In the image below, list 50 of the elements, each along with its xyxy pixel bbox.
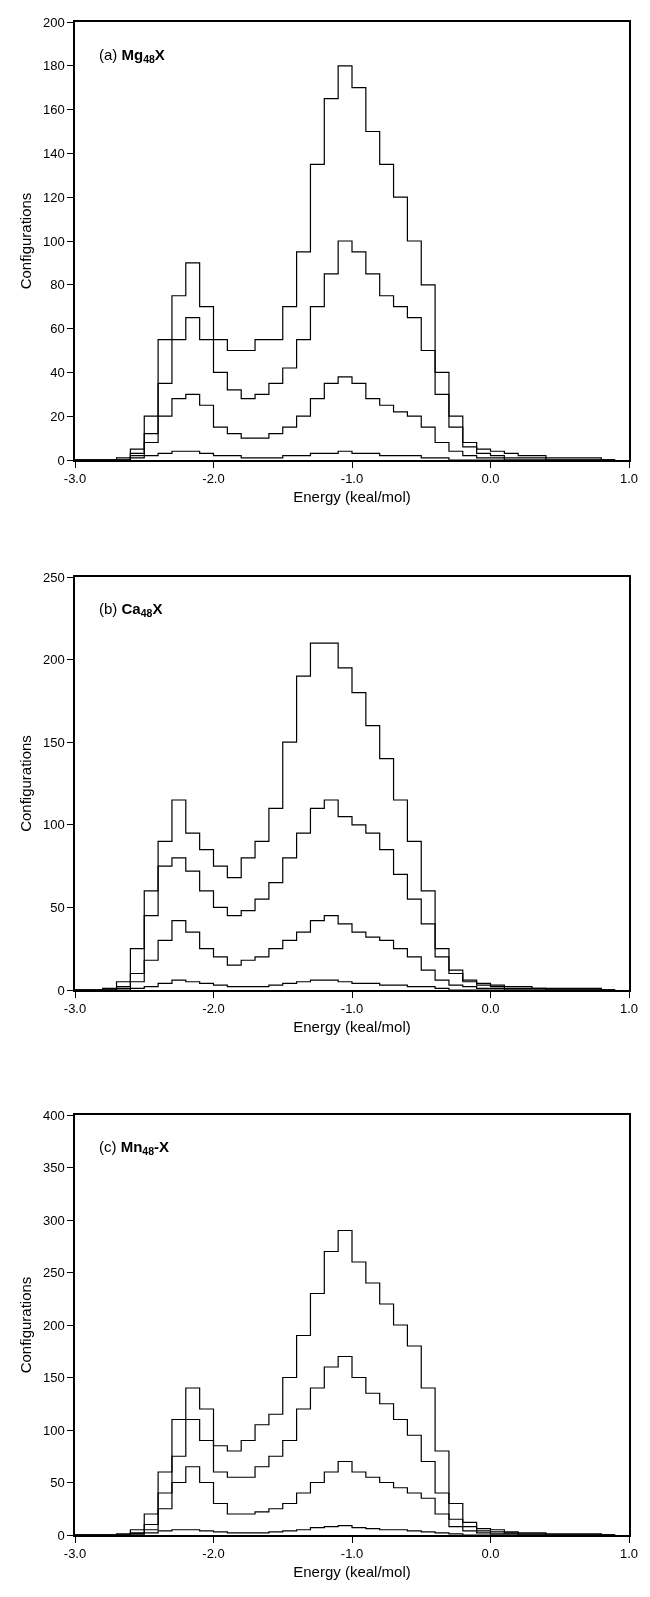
x-axis-title: Energy (keal/mol) <box>293 1562 411 1580</box>
x-tick-label: -2.0 <box>202 1546 225 1562</box>
y-tick-label: 100 <box>42 233 65 249</box>
y-tick-label: 60 <box>50 321 65 337</box>
y-tick-label: 20 <box>50 408 65 424</box>
x-tick-label: -1.0 <box>340 1001 364 1017</box>
text: (c) Mn$_{48}$-X <box>99 1138 170 1158</box>
y-tick-label: 140 <box>42 145 65 161</box>
y-tick-label: 0 <box>57 1527 65 1543</box>
x-tick-label: -2.0 <box>202 471 225 487</box>
y-tick-label: 80 <box>50 277 65 293</box>
x-tick-label: -1.0 <box>340 471 364 487</box>
y-tick-label: 350 <box>42 1160 65 1176</box>
x-tick-label: 1.0 <box>619 471 639 487</box>
x-axis-title: Energy (keal/mol) <box>293 1017 411 1035</box>
y-tick-label: 300 <box>42 1212 65 1228</box>
y-tick-label: 200 <box>42 1317 65 1333</box>
text: (b) Ca$_{48}$X <box>99 600 163 620</box>
x-tick-label: 1.0 <box>619 1546 639 1562</box>
x-tick-label: -3.0 <box>63 471 87 487</box>
y-tick-label: 250 <box>42 1265 65 1281</box>
x-tick-label: 0.0 <box>481 471 500 487</box>
y-tick-label: 50 <box>50 1475 65 1491</box>
y-tick-label: 200 <box>42 652 65 668</box>
y-tick-label: 200 <box>42 14 65 30</box>
x-tick-label: 0.0 <box>481 1546 500 1562</box>
x-tick-label: -3.0 <box>63 1546 87 1562</box>
x-tick-label: -3.0 <box>63 1001 87 1017</box>
x-tick-label: 0.0 <box>481 1001 500 1017</box>
y-axis-title: Configurations <box>16 192 34 290</box>
y-axis-title: Configurations <box>16 735 34 832</box>
text: (a) Mg$_{48}$X <box>99 46 165 66</box>
y-tick-label: 0 <box>57 452 65 468</box>
y-tick-label: 150 <box>42 1370 65 1386</box>
y-tick-label: 100 <box>42 817 65 833</box>
x-tick-label: 1.0 <box>619 1001 639 1017</box>
y-tick-label: 250 <box>42 569 65 585</box>
y-tick-label: 50 <box>50 899 65 915</box>
y-tick-label: 40 <box>50 364 65 380</box>
y-tick-label: 400 <box>42 1107 65 1123</box>
y-tick-label: 180 <box>42 58 65 74</box>
y-tick-label: 160 <box>42 102 65 118</box>
y-tick-label: 0 <box>57 982 65 998</box>
x-tick-label: -2.0 <box>202 1001 225 1017</box>
y-axis-title: Configurations <box>16 1276 34 1374</box>
x-tick-label: -1.0 <box>340 1546 364 1562</box>
y-tick-label: 100 <box>42 1422 65 1438</box>
y-tick-label: 150 <box>42 734 65 750</box>
x-axis-title: Energy (keal/mol) <box>293 487 411 505</box>
y-tick-label: 120 <box>42 189 65 205</box>
